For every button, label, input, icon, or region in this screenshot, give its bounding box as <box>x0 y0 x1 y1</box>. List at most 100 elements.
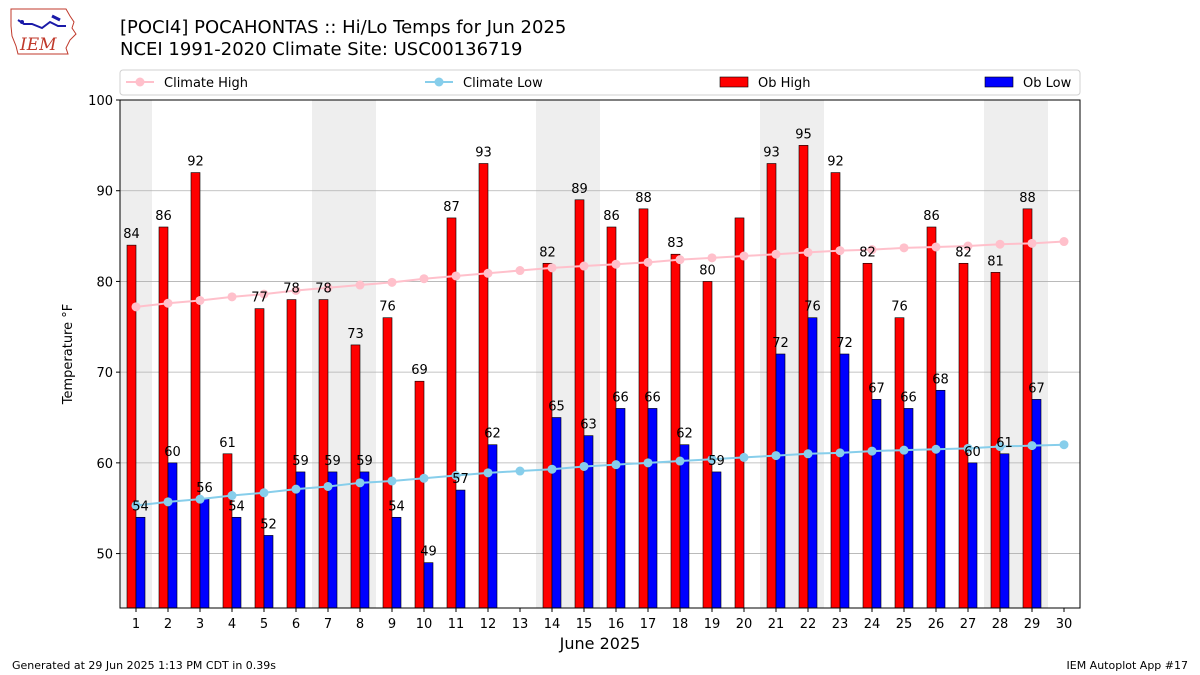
climate-high-point <box>483 268 493 278</box>
climate-low-point <box>707 454 717 464</box>
ob-high-label: 76 <box>379 300 396 315</box>
x-tick-label: 8 <box>356 617 364 632</box>
ob-low-label: 59 <box>708 454 725 469</box>
logo-text: IEM <box>19 35 57 55</box>
ob-low-label: 61 <box>996 436 1013 451</box>
x-tick-label: 1 <box>132 617 140 632</box>
ob-high-bar <box>574 199 585 609</box>
ob-low-label: 56 <box>196 481 213 496</box>
climate-low-point <box>387 476 397 486</box>
ob-low-label: 66 <box>612 390 629 405</box>
climate-high-point <box>291 286 301 295</box>
ob-high-bar <box>734 217 745 609</box>
climate-low-point <box>323 481 333 491</box>
ob-low-bar <box>807 317 818 609</box>
ob-low-bar <box>935 389 946 609</box>
x-tick-label: 19 <box>704 617 721 632</box>
climate-low-point <box>451 471 461 481</box>
chart-title: [POCI4] POCAHONTAS :: Hi/Lo Temps for Ju… <box>120 17 567 38</box>
ob-low-label: 54 <box>228 499 245 514</box>
ob-low-label: 59 <box>356 454 373 469</box>
ob-high-label: 82 <box>539 245 556 260</box>
ob-low-label: 59 <box>292 454 309 469</box>
ob-high-label: 78 <box>315 282 332 297</box>
climate-low-point <box>1027 441 1037 451</box>
legend-ob-high-swatch <box>719 76 749 88</box>
ob-high-bar <box>1022 208 1033 609</box>
climate-high-point <box>995 239 1005 249</box>
ob-high-label: 83 <box>667 236 684 251</box>
climate-low-point <box>995 442 1005 452</box>
ob-low-label: 54 <box>388 499 405 514</box>
ob-high-bar <box>350 344 361 609</box>
ob-high-label: 93 <box>475 146 492 161</box>
x-tick-label: 21 <box>768 617 785 632</box>
x-tick-label: 4 <box>228 617 236 632</box>
ob-low-bar <box>679 444 690 609</box>
ob-low-label: 60 <box>964 445 981 460</box>
x-tick-label: 11 <box>448 617 465 632</box>
climate-low-point <box>1059 440 1069 450</box>
climate-low-point <box>803 449 813 459</box>
climate-low-point <box>835 448 845 458</box>
app-credit: IEM Autoplot App #17 <box>1066 659 1189 672</box>
ob-low-bar <box>999 453 1010 609</box>
x-tick-label: 28 <box>992 617 1009 632</box>
ob-low-bar <box>391 516 402 609</box>
climate-low-point <box>611 460 621 470</box>
ob-low-bar <box>167 462 178 609</box>
climate-low-point <box>547 464 557 474</box>
ob-high-bar <box>158 226 169 609</box>
ob-low-bar <box>551 417 562 609</box>
ob-high-label: 80 <box>699 263 716 278</box>
y-tick-label: 60 <box>96 457 113 472</box>
ob-high-label: 84 <box>123 227 140 242</box>
ob-high-label: 77 <box>251 291 268 306</box>
climate-high-point <box>419 274 429 284</box>
climate-high-point <box>899 243 909 253</box>
x-tick-label: 25 <box>896 617 913 632</box>
ob-low-bar <box>423 562 434 609</box>
ob-low-label: 67 <box>868 381 885 396</box>
ob-low-label: 72 <box>772 336 789 351</box>
ob-high-label: 73 <box>347 327 364 342</box>
climate-high-point <box>867 245 877 255</box>
x-tick-label: 26 <box>928 617 945 632</box>
chart-subtitle: NCEI 1991-2020 Climate Site: USC00136719 <box>120 39 523 60</box>
climate-high-point <box>803 247 813 257</box>
climate-high-point <box>131 302 141 312</box>
climate-high-point <box>1027 238 1037 248</box>
ob-high-bar <box>414 380 425 609</box>
ob-low-label: 60 <box>164 445 181 460</box>
ob-low-label: 59 <box>324 454 341 469</box>
y-tick-label: 80 <box>96 275 113 290</box>
x-tick-label: 22 <box>800 617 817 632</box>
legend-box <box>119 69 1081 96</box>
x-tick-label: 3 <box>196 617 204 632</box>
ob-high-label: 92 <box>827 155 844 170</box>
climate-low-point <box>579 461 589 471</box>
climate-high-point <box>579 261 589 271</box>
climate-low-point <box>867 446 877 456</box>
x-tick-label: 15 <box>576 617 593 632</box>
ob-high-bar <box>542 262 553 609</box>
ob-high-label: 69 <box>411 363 428 378</box>
x-tick-label: 7 <box>324 617 332 632</box>
legend-climate-high-label: Climate High <box>164 76 248 91</box>
climate-low-point <box>227 491 237 501</box>
ob-low-bar <box>967 462 978 609</box>
climate-high-point <box>451 271 461 281</box>
climate-low-point <box>515 466 525 476</box>
ob-high-bar <box>638 208 649 609</box>
ob-high-bar <box>926 226 937 609</box>
ob-high-label: 95 <box>795 127 812 142</box>
climate-high-point <box>323 283 333 293</box>
x-tick-label: 30 <box>1056 617 1073 632</box>
ob-high-label: 76 <box>891 300 908 315</box>
ob-low-bar <box>711 471 722 609</box>
ob-low-label: 76 <box>804 300 821 315</box>
ob-high-bar <box>958 262 969 609</box>
climate-high-point <box>259 289 269 299</box>
ob-high-label: 82 <box>955 245 972 260</box>
